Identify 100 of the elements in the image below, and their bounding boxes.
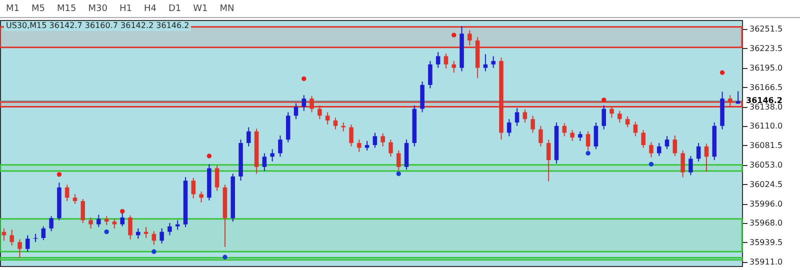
candlestick bbox=[436, 52, 440, 68]
candlestick bbox=[633, 121, 638, 137]
y-tick-label: 36166.5 bbox=[750, 82, 783, 92]
candlestick bbox=[160, 228, 164, 244]
candlestick bbox=[468, 30, 472, 46]
chart-title: US30,M15 36142.7 36160.7 36142.2 36146.2 bbox=[4, 21, 192, 31]
candlestick bbox=[404, 139, 409, 170]
candlestick bbox=[278, 134, 282, 158]
y-tick-label: 36053.0 bbox=[750, 160, 783, 170]
y-tick-label: 35939.5 bbox=[750, 238, 783, 247]
candlestick bbox=[175, 220, 180, 230]
candlestick bbox=[696, 142, 701, 162]
candlestick bbox=[112, 218, 117, 229]
point bbox=[104, 229, 109, 234]
point bbox=[302, 76, 306, 82]
candlestick bbox=[538, 125, 543, 147]
candlestick bbox=[136, 228, 140, 240]
candlestick bbox=[25, 234, 30, 252]
text: MN bbox=[218, 4, 236, 14]
candlestick bbox=[325, 112, 330, 126]
y-tick-label: 36195.0 bbox=[750, 63, 783, 72]
candlestick bbox=[310, 95, 314, 113]
candlestick bbox=[618, 110, 622, 123]
text: W1 bbox=[192, 4, 209, 14]
candlestick bbox=[530, 115, 535, 134]
y-tick-label: 36138.0 bbox=[750, 102, 783, 112]
text: H1 bbox=[118, 4, 133, 14]
point bbox=[56, 172, 62, 177]
candlestick bbox=[18, 238, 22, 258]
candlestick bbox=[128, 214, 132, 240]
candlestick bbox=[704, 143, 709, 172]
candlestick bbox=[372, 132, 378, 148]
candlestick bbox=[625, 116, 630, 128]
candlestick bbox=[49, 216, 54, 232]
candlestick bbox=[562, 122, 567, 137]
candlestick bbox=[396, 150, 401, 171]
candlestick bbox=[649, 142, 654, 158]
candlestick bbox=[680, 150, 685, 178]
text: D1 bbox=[167, 4, 182, 14]
candlestick bbox=[302, 94, 306, 112]
candlestick bbox=[483, 54, 488, 72]
y-tick-label: 36081.5 bbox=[750, 140, 783, 150]
candlestick bbox=[191, 177, 196, 199]
candlestick bbox=[428, 60, 432, 89]
candlestick bbox=[664, 136, 670, 150]
candlestick bbox=[491, 56, 496, 68]
text: M30 bbox=[87, 4, 108, 14]
candlestick bbox=[380, 132, 385, 147]
candlestick bbox=[72, 194, 78, 204]
candlestick bbox=[333, 117, 338, 130]
text: M15 bbox=[56, 4, 78, 14]
candlestick bbox=[144, 226, 148, 238]
candlestick bbox=[199, 191, 204, 203]
candlestick bbox=[168, 222, 172, 236]
y-tick-label: 36024.5 bbox=[750, 180, 783, 189]
candlestick bbox=[246, 126, 251, 147]
candlestick bbox=[120, 210, 124, 227]
candlestick bbox=[80, 198, 86, 224]
candlestick bbox=[10, 229, 14, 246]
candlestick bbox=[688, 155, 693, 176]
text: M5 bbox=[30, 4, 46, 14]
point bbox=[602, 98, 606, 102]
y-tick-label: 35968.0 bbox=[750, 218, 783, 228]
candlestick bbox=[507, 118, 512, 137]
candlestick bbox=[270, 148, 274, 162]
y-tick-label: 36223.5 bbox=[750, 44, 783, 53]
text: M1 bbox=[5, 4, 20, 14]
point bbox=[120, 208, 125, 214]
y-tick-label: 36110.0 bbox=[750, 121, 783, 130]
candlestick bbox=[610, 106, 614, 118]
candlestick bbox=[2, 228, 6, 242]
y-tick-label: 35996.0 bbox=[750, 199, 783, 208]
point bbox=[648, 162, 654, 167]
candlestick bbox=[546, 139, 551, 182]
candlestick bbox=[96, 214, 101, 228]
candlestick bbox=[444, 52, 448, 70]
candlestick bbox=[656, 142, 662, 156]
point bbox=[152, 249, 156, 254]
candlestick bbox=[570, 130, 574, 142]
candlestick bbox=[594, 122, 598, 150]
candlestick bbox=[349, 124, 354, 147]
candlestick bbox=[41, 226, 46, 241]
point bbox=[586, 150, 590, 156]
candlestick bbox=[214, 165, 220, 192]
candlestick bbox=[357, 139, 362, 152]
point bbox=[396, 171, 401, 176]
point bbox=[720, 70, 725, 75]
candlestick bbox=[514, 108, 520, 126]
candlestick bbox=[728, 94, 732, 108]
candlestick bbox=[602, 104, 606, 130]
candlestick bbox=[294, 102, 298, 120]
candlestick bbox=[318, 104, 322, 120]
point bbox=[206, 154, 212, 158]
candlestick bbox=[64, 184, 70, 202]
candlestick bbox=[262, 152, 267, 172]
y-tick-label: 35911.0 bbox=[750, 257, 783, 266]
point bbox=[452, 32, 456, 38]
candlestick bbox=[736, 90, 740, 104]
candlestick bbox=[364, 140, 370, 152]
y-tick-label: 36251.5 bbox=[750, 24, 783, 34]
